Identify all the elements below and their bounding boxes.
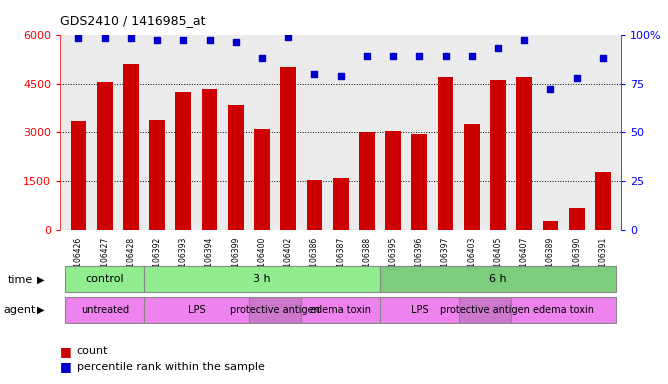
Bar — [281, 67, 296, 230]
Text: 6 h: 6 h — [489, 274, 507, 285]
Bar — [176, 92, 191, 230]
FancyBboxPatch shape — [301, 297, 380, 323]
FancyBboxPatch shape — [65, 266, 144, 292]
Text: 3 h: 3 h — [253, 274, 271, 285]
Bar — [385, 131, 401, 230]
Point — [204, 37, 215, 43]
Text: GDS2410 / 1416985_at: GDS2410 / 1416985_at — [60, 14, 206, 27]
Point — [152, 37, 162, 43]
Bar — [490, 79, 506, 230]
Bar — [411, 134, 428, 230]
Text: count: count — [77, 346, 108, 356]
Bar — [464, 124, 480, 230]
Bar — [307, 180, 323, 230]
FancyBboxPatch shape — [65, 297, 144, 323]
Point — [100, 35, 110, 41]
Text: edema toxin: edema toxin — [310, 305, 371, 315]
Text: edema toxin: edema toxin — [533, 305, 594, 315]
Point — [230, 39, 241, 45]
Text: ▶: ▶ — [37, 275, 45, 285]
Text: LPS: LPS — [188, 305, 205, 315]
Point — [440, 53, 451, 59]
Point — [493, 45, 504, 51]
Point — [414, 53, 425, 59]
Bar — [254, 129, 270, 230]
Point — [178, 37, 188, 43]
Text: LPS: LPS — [411, 305, 428, 315]
Text: untreated: untreated — [81, 305, 129, 315]
Bar — [359, 132, 375, 230]
Bar — [97, 82, 113, 230]
FancyBboxPatch shape — [249, 297, 301, 323]
Point — [309, 71, 320, 77]
Bar — [595, 172, 611, 230]
FancyBboxPatch shape — [144, 297, 249, 323]
Text: ■: ■ — [60, 345, 72, 358]
Point — [545, 86, 556, 93]
Bar — [438, 77, 454, 230]
Point — [598, 55, 609, 61]
Bar — [516, 77, 532, 230]
Text: agent: agent — [3, 305, 35, 315]
Text: protective antigen: protective antigen — [230, 305, 320, 315]
Bar — [542, 220, 558, 230]
Text: control: control — [86, 274, 124, 285]
Point — [73, 35, 84, 41]
Bar — [123, 64, 139, 230]
Point — [571, 74, 582, 81]
FancyBboxPatch shape — [144, 266, 380, 292]
FancyBboxPatch shape — [380, 266, 616, 292]
Text: percentile rank within the sample: percentile rank within the sample — [77, 362, 265, 372]
Bar — [228, 105, 244, 230]
Point — [388, 53, 399, 59]
Text: ▶: ▶ — [37, 305, 45, 315]
Bar — [149, 120, 165, 230]
Point — [361, 53, 372, 59]
FancyBboxPatch shape — [380, 297, 459, 323]
FancyBboxPatch shape — [459, 297, 511, 323]
FancyBboxPatch shape — [511, 297, 616, 323]
Text: time: time — [8, 275, 33, 285]
Point — [335, 73, 346, 79]
Bar — [71, 121, 86, 230]
Bar — [202, 89, 218, 230]
Point — [257, 55, 267, 61]
Point — [126, 35, 136, 41]
Bar — [568, 207, 584, 230]
Point — [283, 33, 293, 40]
Bar — [333, 178, 349, 230]
Point — [466, 53, 477, 59]
Point — [519, 37, 530, 43]
Text: protective antigen: protective antigen — [440, 305, 530, 315]
Text: ■: ■ — [60, 360, 72, 373]
